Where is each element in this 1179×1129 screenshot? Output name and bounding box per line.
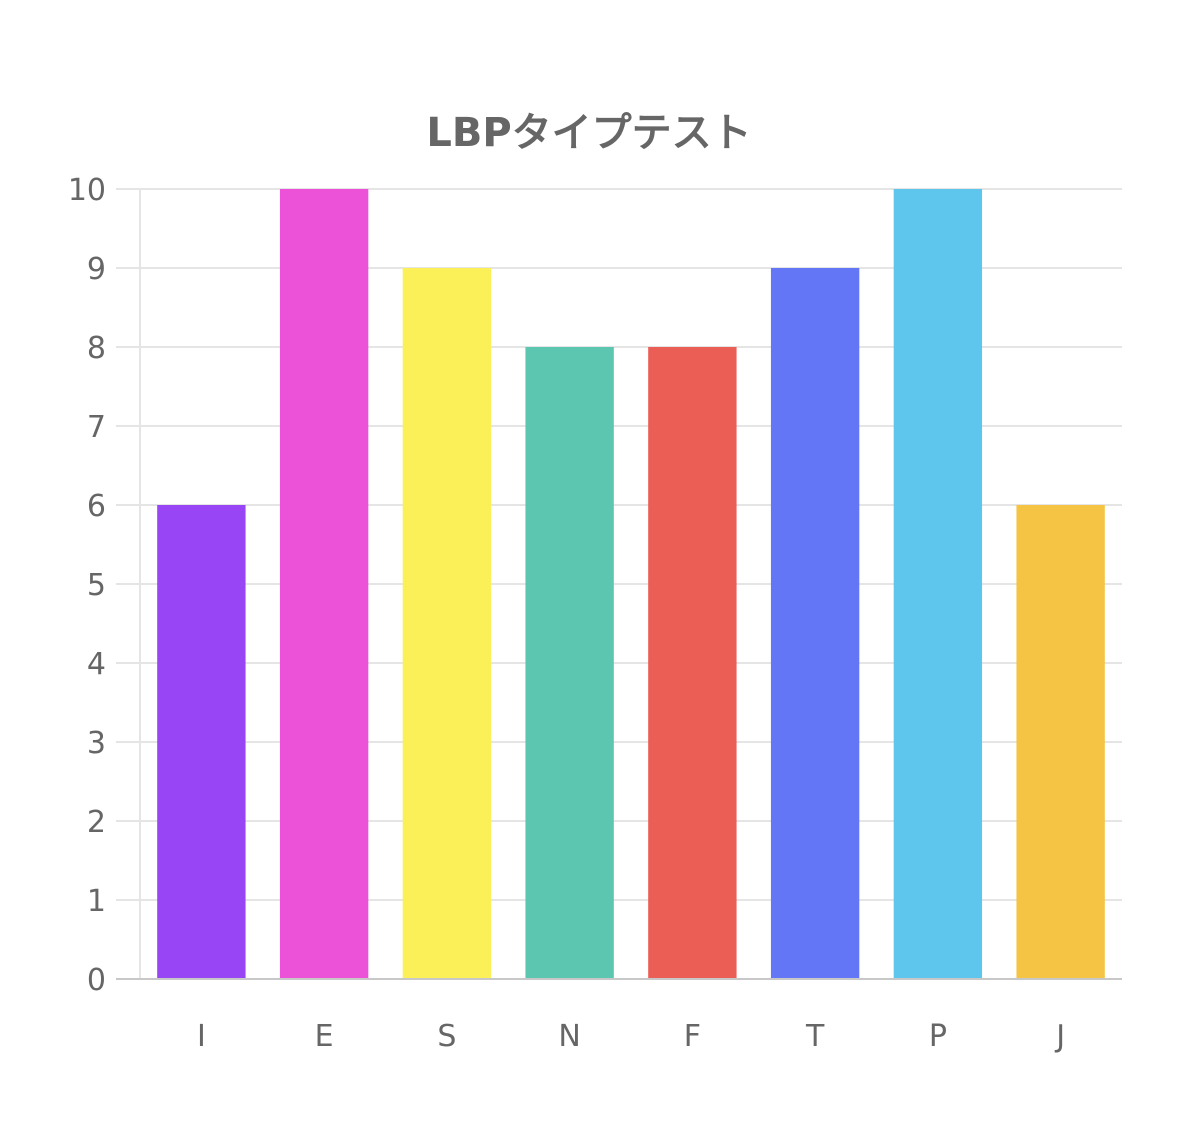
bar-s [402,268,492,979]
y-tick-label: 8 [87,331,106,366]
y-tick-label: 10 [68,173,106,208]
y-tick-label: 3 [87,726,106,761]
x-tick-label: T [805,1019,825,1054]
bar-n [525,347,614,979]
bar-p [893,189,983,979]
y-tick-label: 4 [87,647,106,682]
axes [116,189,1122,980]
y-tick-label: 0 [87,963,106,998]
y-tick-label: 2 [87,805,106,840]
x-tick-label: E [315,1019,334,1054]
y-axis-tick-labels: 0 1 2 3 4 5 6 7 8 9 10 [68,173,106,998]
bar-t [770,268,860,979]
chart-title: LBPタイプテスト [426,110,751,156]
x-tick-label: F [684,1019,701,1054]
bars [157,189,1105,979]
y-tick-label: 9 [87,252,106,287]
x-tick-label: I [197,1019,206,1054]
y-tick-label: 7 [87,410,106,445]
x-tick-label: J [1054,1019,1065,1054]
bar-e [279,189,369,979]
y-tick-label: 1 [87,884,106,919]
bar-i [157,505,246,979]
y-tick-label: 5 [87,568,106,603]
x-tick-label: S [437,1019,456,1054]
x-tick-label: N [558,1019,580,1054]
x-tick-label: P [929,1019,947,1054]
bar-j [1016,505,1105,979]
y-tick-label: 6 [87,489,106,524]
bar-f [648,347,737,979]
